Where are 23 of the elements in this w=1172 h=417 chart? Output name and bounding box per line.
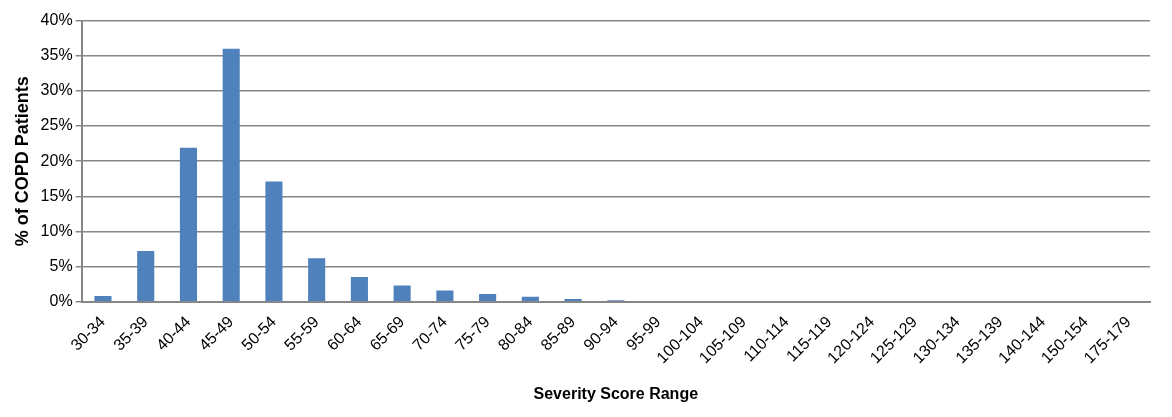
y-tick-label: 35% xyxy=(40,46,73,64)
bar xyxy=(265,181,283,301)
bar xyxy=(479,293,497,301)
y-tick-label: 40% xyxy=(40,11,73,29)
y-tick-label: 25% xyxy=(40,116,73,134)
bar xyxy=(308,258,326,301)
y-tick-label: 20% xyxy=(40,151,73,169)
y-tick-label: 0% xyxy=(49,292,73,310)
bar xyxy=(179,147,198,301)
bar xyxy=(564,298,582,301)
y-tick-label: 5% xyxy=(49,256,73,274)
bar xyxy=(393,285,411,301)
bar xyxy=(436,290,454,301)
y-tick-label: 30% xyxy=(40,81,73,99)
y-tick-label: 10% xyxy=(40,221,73,239)
bar xyxy=(222,48,240,301)
bar xyxy=(94,296,112,301)
bar xyxy=(137,251,155,301)
bar xyxy=(521,296,539,301)
y-axis-title: % of COPD Patients xyxy=(11,76,32,247)
y-tick-label: 15% xyxy=(40,186,73,204)
x-axis-title: Severity Score Range xyxy=(533,384,699,402)
bar xyxy=(350,277,368,301)
